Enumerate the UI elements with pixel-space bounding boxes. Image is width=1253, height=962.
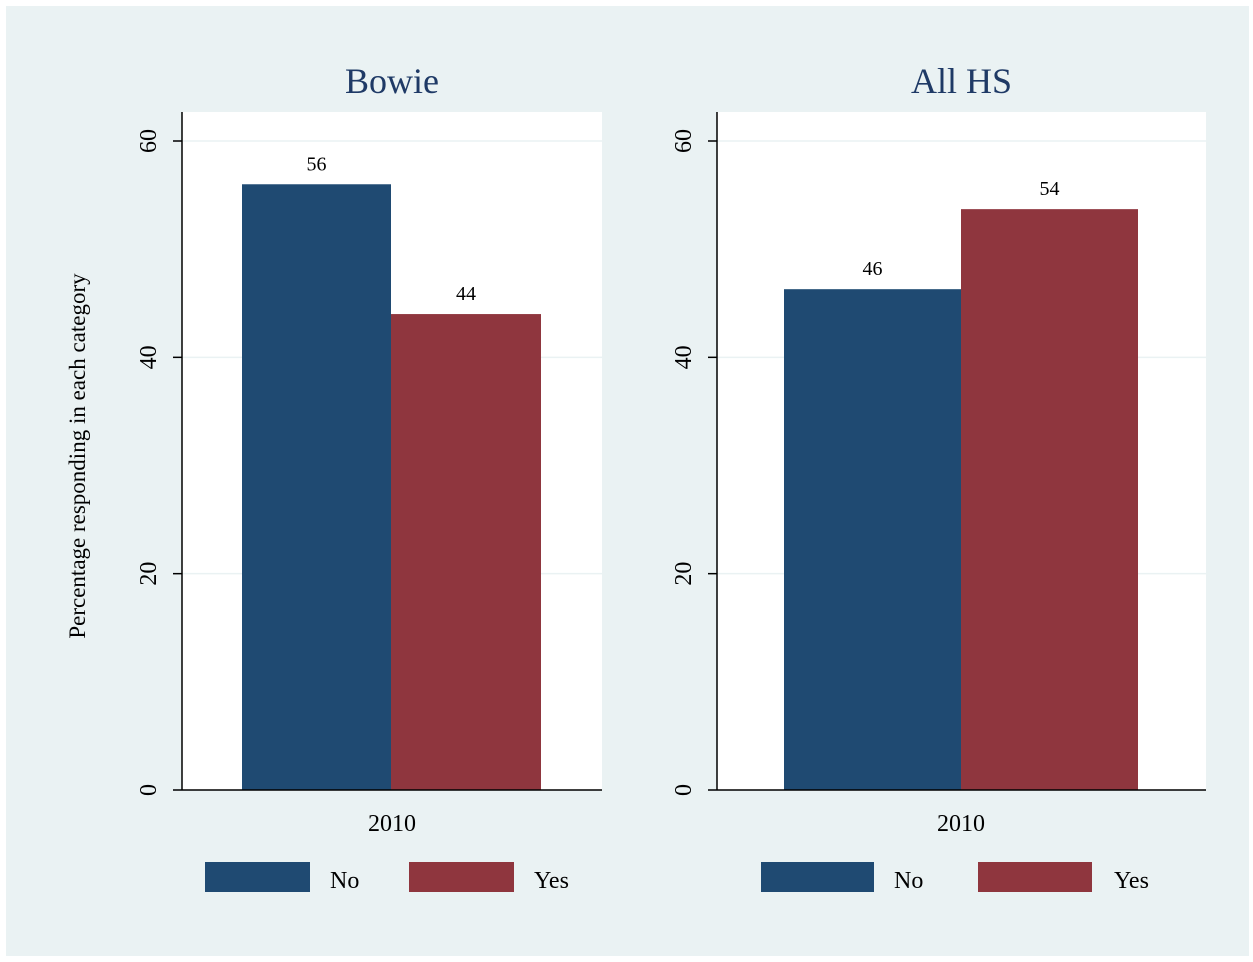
data-label: 54 [1040, 178, 1060, 200]
bar-no [784, 289, 961, 790]
bar-yes [391, 314, 541, 790]
panel-title: All HS [911, 61, 1012, 101]
data-label: 44 [456, 283, 476, 305]
legend-swatch-no [205, 862, 310, 892]
legend-swatch-yes [409, 862, 514, 892]
y-tick-label: 40 [671, 345, 697, 369]
legend-label-no: No [330, 868, 359, 894]
x-category-label: 2010 [368, 811, 416, 837]
y-tick-label: 60 [136, 129, 162, 153]
legend-label-yes: Yes [1114, 868, 1149, 894]
legend-swatch-yes [978, 862, 1092, 892]
y-tick-label: 0 [136, 784, 162, 796]
legend-label-no: No [894, 868, 923, 894]
y-tick-label: 60 [671, 129, 697, 153]
data-label: 56 [307, 153, 327, 175]
bar-yes [961, 209, 1138, 790]
y-tick-label: 40 [136, 345, 162, 369]
panel-title: Bowie [345, 61, 439, 101]
legend-swatch-no [761, 862, 874, 892]
legend-label-yes: Yes [534, 868, 569, 894]
data-label: 46 [863, 258, 883, 280]
x-category-label: 2010 [937, 811, 985, 837]
y-tick-label: 20 [136, 562, 162, 586]
bar-no [242, 184, 391, 790]
y-tick-label: 20 [671, 562, 697, 586]
y-tick-label: 0 [671, 784, 697, 796]
